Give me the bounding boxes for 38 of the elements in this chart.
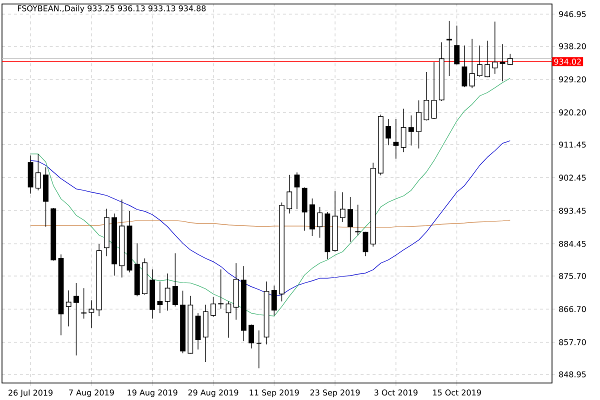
candlestick [348, 196, 353, 242]
candlestick [286, 174, 292, 214]
candlestick [484, 40, 490, 78]
candlestick [81, 288, 87, 319]
candlestick [446, 20, 452, 76]
candlestick [218, 268, 224, 309]
candlestick [469, 38, 475, 88]
candlestick [248, 324, 254, 349]
candlestick [172, 252, 178, 307]
candlestick [492, 21, 498, 74]
candlestick [431, 61, 437, 120]
candlestick [362, 231, 368, 256]
candlestick [340, 192, 346, 222]
candlestick [294, 172, 300, 210]
candlestick [66, 290, 72, 326]
candlestick [210, 296, 216, 317]
candlestick [226, 300, 232, 338]
candlestick [74, 282, 79, 356]
candlestick [416, 100, 422, 149]
candlestick [88, 300, 94, 328]
candlestick [302, 186, 308, 231]
candlestick [195, 312, 201, 350]
candlestick [424, 71, 430, 121]
candlestick [355, 204, 361, 236]
candlestick [408, 114, 414, 146]
candlestick [462, 44, 468, 88]
candlestick [386, 118, 392, 146]
candlestick [507, 53, 513, 66]
candlestick [400, 108, 406, 152]
candlestick [317, 206, 323, 238]
candlestick [164, 272, 170, 311]
candlestick [271, 284, 277, 316]
candlestick [35, 153, 41, 190]
candlestick [500, 43, 506, 82]
candlestick [476, 44, 482, 77]
candlestick [157, 280, 163, 314]
candlestick [393, 118, 399, 159]
candlestick [454, 25, 460, 65]
